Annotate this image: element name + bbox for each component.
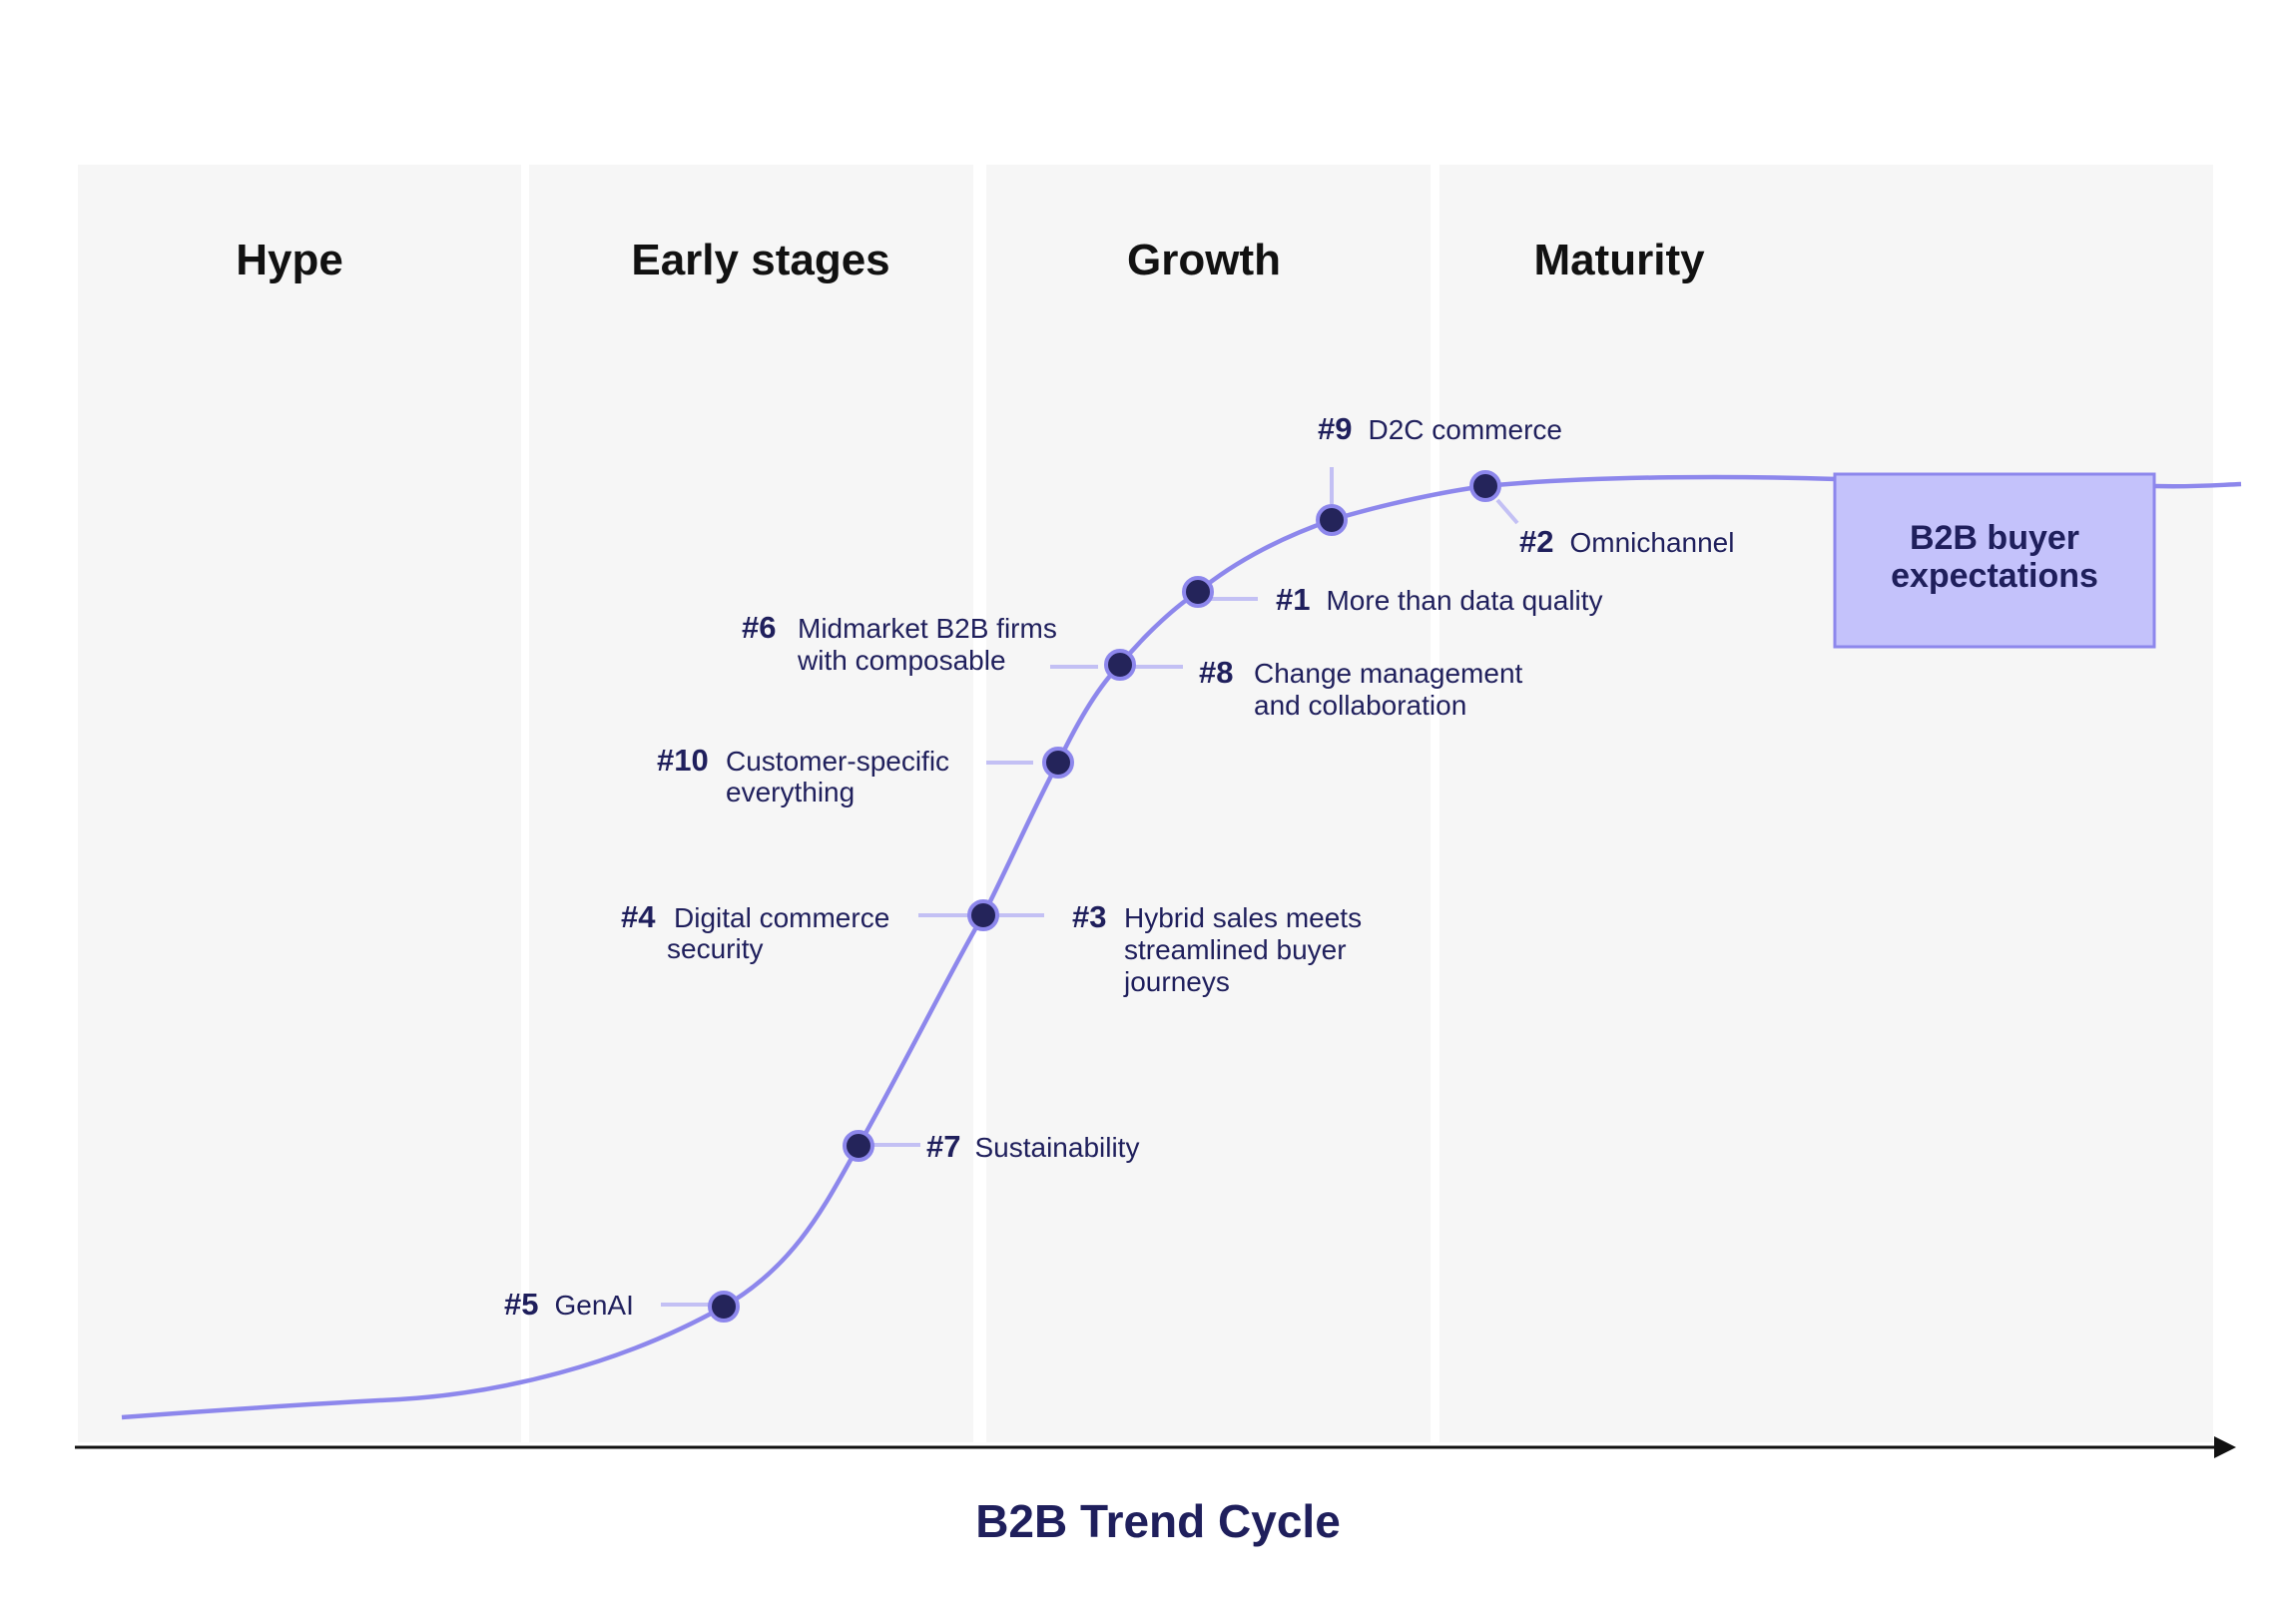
trend-dot-6-8 bbox=[1104, 649, 1136, 681]
trend-text-3-line-1: Hybrid sales meets bbox=[1124, 902, 1362, 933]
trend-number-5: #5 bbox=[504, 1287, 538, 1322]
trend-text-9: D2C commerce bbox=[1368, 414, 1561, 445]
trend-dot-2 bbox=[1469, 470, 1501, 502]
trend-dot-4-3 bbox=[967, 899, 999, 931]
trend-text-6-line-2: with composable bbox=[797, 645, 1006, 676]
trend-text-8-line-2: and collaboration bbox=[1254, 690, 1466, 721]
x-axis-arrow-icon bbox=[2214, 1436, 2236, 1458]
buyer-expectations-box: B2B buyer expectations bbox=[1833, 472, 2156, 649]
trend-dot-9 bbox=[1316, 504, 1348, 536]
trend-text-3-line-2: streamlined buyer bbox=[1124, 934, 1347, 965]
stage-title-maturity: Maturity bbox=[1533, 236, 1705, 284]
trend-dot-1 bbox=[1182, 576, 1214, 608]
trend-number-9: #9 bbox=[1318, 411, 1352, 446]
trend-number-7: #7 bbox=[926, 1129, 960, 1164]
trend-label-9: #9 D2C commerce bbox=[1318, 411, 1562, 446]
leader-line-2 bbox=[1495, 498, 1519, 525]
axis-title: B2B Trend Cycle bbox=[975, 1495, 1341, 1547]
trend-labels: #5 GenAI #7 Sustainability #4 Digital co… bbox=[504, 411, 1734, 1322]
trend-text-5: GenAI bbox=[554, 1290, 633, 1321]
trend-text-4-line-2: security bbox=[667, 933, 763, 964]
trend-text-2: Omnichannel bbox=[1569, 527, 1734, 558]
trend-text-7: Sustainability bbox=[974, 1132, 1139, 1163]
trend-number-8: #8 bbox=[1199, 655, 1233, 690]
buyer-expectations-line-1: B2B buyer bbox=[1910, 519, 2079, 557]
trend-number-3: #3 bbox=[1072, 899, 1106, 934]
panel-maturity bbox=[1439, 165, 2213, 1442]
trend-number-6: #6 bbox=[742, 610, 776, 645]
trend-text-1: More than data quality bbox=[1326, 585, 1602, 616]
trend-label-5: #5 GenAI bbox=[504, 1287, 634, 1322]
trend-text-6-line-1: Midmarket B2B firms bbox=[798, 613, 1057, 644]
trend-text-3-line-3: journeys bbox=[1123, 966, 1230, 997]
stage-panels bbox=[78, 165, 2213, 1442]
trend-label-7: #7 Sustainability bbox=[926, 1129, 1139, 1164]
trend-dot-7 bbox=[843, 1130, 874, 1162]
trend-number-4: #4 bbox=[621, 899, 656, 934]
buyer-expectations-line-2: expectations bbox=[1891, 557, 2098, 595]
stage-title-hype: Hype bbox=[236, 236, 343, 284]
trend-number-1: #1 bbox=[1276, 582, 1310, 617]
panel-growth bbox=[986, 165, 1431, 1442]
trend-text-10-line-2: everything bbox=[726, 777, 855, 807]
stage-title-growth: Growth bbox=[1127, 236, 1281, 284]
trend-number-10: #10 bbox=[657, 743, 709, 778]
panel-early-stages bbox=[529, 165, 973, 1442]
trend-label-2: #2 Omnichannel bbox=[1519, 524, 1734, 559]
stage-title-early-stages: Early stages bbox=[631, 236, 889, 284]
buyer-expectations-box-bg bbox=[1833, 472, 2156, 649]
trend-text-4-line-1: Digital commerce bbox=[674, 902, 889, 933]
trend-number-2: #2 bbox=[1519, 524, 1553, 559]
panel-hype bbox=[78, 165, 521, 1442]
x-axis bbox=[75, 1436, 2236, 1458]
trend-dot-5 bbox=[708, 1291, 740, 1323]
trend-text-8-line-1: Change management bbox=[1254, 658, 1523, 689]
trend-label-1: #1 More than data quality bbox=[1276, 582, 1603, 617]
trend-dots bbox=[708, 470, 1501, 1323]
leader-lines bbox=[661, 467, 1519, 1307]
trend-text-10-line-1: Customer-specific bbox=[726, 746, 949, 777]
trend-dot-10 bbox=[1042, 747, 1074, 779]
